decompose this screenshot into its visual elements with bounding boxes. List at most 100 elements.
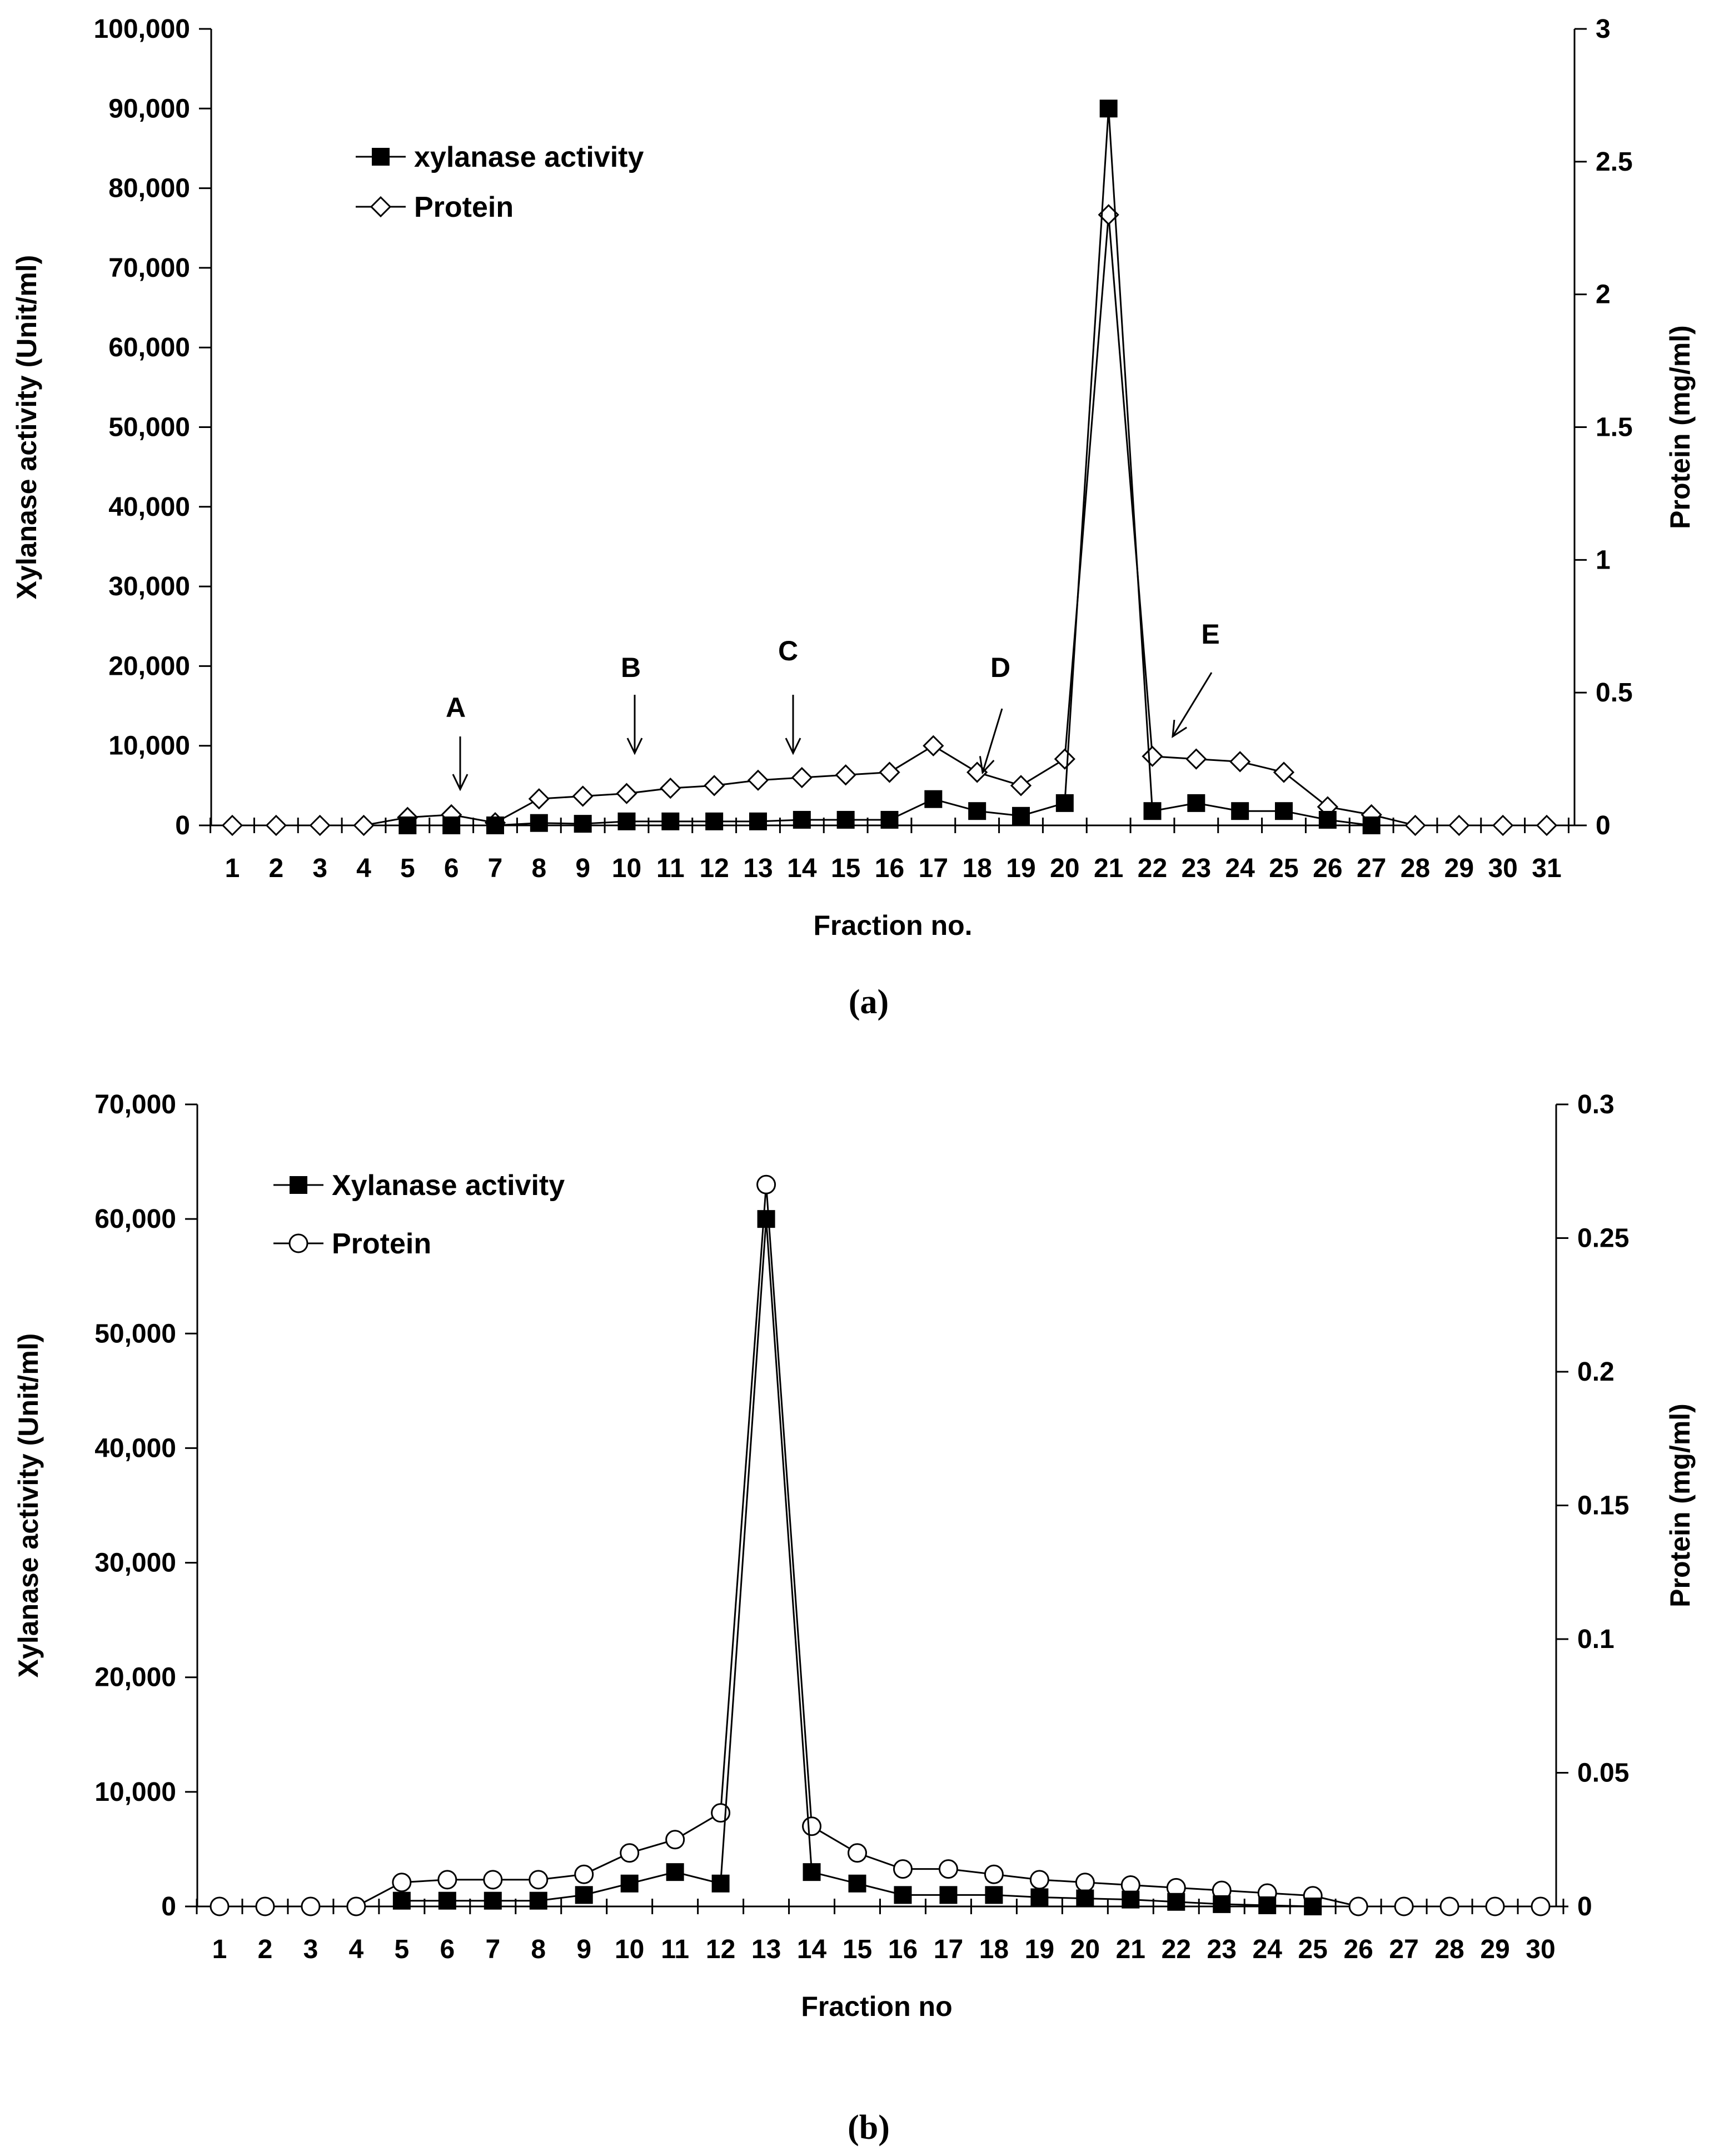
chart-b-x-tick-label: 10 xyxy=(615,1935,644,1964)
chart-a-point-xylanase xyxy=(749,812,767,830)
chart-a-x-tick-label: 21 xyxy=(1094,854,1123,883)
chart-a-annotation-arrowhead-d xyxy=(979,756,995,775)
caption-b: (b) xyxy=(848,2109,890,2147)
chart-b-point-protein xyxy=(437,1870,457,1890)
chart-a-x-tick-label: 2 xyxy=(268,854,283,883)
chart-a-point-protein xyxy=(572,785,594,807)
chart-a-y-tick-label: 100,000 xyxy=(93,14,190,44)
chart-b-point-protein xyxy=(392,1873,412,1893)
chart-a-point-xylanase xyxy=(793,810,811,829)
chart-a-x-tick-label: 25 xyxy=(1269,854,1298,883)
chart-b-x-tick-label: 5 xyxy=(395,1935,410,1964)
chart-a-x-tick-label: 14 xyxy=(787,854,817,883)
chart-b-series-line-xylanase xyxy=(401,1219,1313,1908)
chart-a-x-tick-label: 13 xyxy=(743,854,773,883)
chart-a-annotation-arrowhead-c xyxy=(785,738,801,755)
chart-b-x-tick-label: 3 xyxy=(303,1935,318,1964)
chart-a-legend-label: Protein xyxy=(414,191,514,223)
chart-b-y2-tick-label: 0.2 xyxy=(1577,1357,1615,1387)
chart-a-x-tick-label: 10 xyxy=(612,854,641,883)
chart-a-y-tick-label: 90,000 xyxy=(108,94,190,123)
chart-b-point-xylanase xyxy=(438,1891,456,1910)
chart-b-x-tick-label: 4 xyxy=(349,1935,364,1964)
chart-b-point-protein xyxy=(802,1816,822,1836)
chart-a-y2-tick-label: 2 xyxy=(1596,280,1611,310)
chart-a-annotation-label-b: B xyxy=(621,652,641,683)
chart-b-point-xylanase xyxy=(848,1874,866,1893)
chart-b-point-xylanase xyxy=(1030,1888,1049,1906)
chart-a-y-tick-label: 50,000 xyxy=(108,413,190,442)
chart-b-y-tick-label: 20,000 xyxy=(94,1663,176,1692)
chart-a-x-tick-label: 7 xyxy=(488,854,503,883)
chart-b-point-protein xyxy=(756,1174,776,1194)
chart-a-series-line-xylanase xyxy=(407,108,1372,826)
chart-b-x-tick-label: 11 xyxy=(661,1935,689,1964)
chart-b-x-tick-label: 26 xyxy=(1343,1935,1373,1964)
chart-b-x-tick-label: 25 xyxy=(1298,1935,1327,1964)
chart-a-annotation-arrow-d xyxy=(981,708,1003,773)
chart-a-point-protein xyxy=(1448,814,1470,836)
chart-b-point-protein xyxy=(893,1859,913,1879)
chart-b-point-xylanase xyxy=(666,1863,684,1881)
chart-b-y-tick-label: 40,000 xyxy=(94,1433,176,1463)
chart-b-point-protein xyxy=(1531,1896,1551,1916)
chart-a-annotation-arrowhead-a xyxy=(452,774,469,791)
chart-a-y-tick-label: 10,000 xyxy=(108,731,190,761)
chart-a-point-protein xyxy=(1010,775,1032,796)
chart-b-series-line-protein xyxy=(220,1184,1541,1908)
chart-b-x-tick-label: 14 xyxy=(797,1935,827,1964)
chart-a-x-tick-label: 20 xyxy=(1050,854,1079,883)
chart-a-point-protein xyxy=(265,814,287,836)
chart-b-point-xylanase xyxy=(620,1874,639,1893)
chart-b-point-xylanase xyxy=(939,1886,958,1904)
chart-a-x-tick-label: 16 xyxy=(875,854,904,883)
chart-b-point-protein xyxy=(483,1870,503,1890)
chart-a-y2-tick-label: 3 xyxy=(1596,14,1611,44)
chart-b-x-tick-label: 16 xyxy=(888,1935,918,1964)
chart-a-x-tick-label: 26 xyxy=(1313,854,1342,883)
chart-b-x-tick-label: 8 xyxy=(531,1935,546,1964)
chart-b-point-xylanase xyxy=(985,1886,1003,1904)
chart-b-x-tick-label: 2 xyxy=(258,1935,273,1964)
chart-a-point-xylanase xyxy=(1275,802,1293,820)
chart-b-x-tick-label: 13 xyxy=(751,1935,781,1964)
chart-b-x-tick-label: 18 xyxy=(979,1935,1009,1964)
chart-a-x-tick-label: 18 xyxy=(962,854,991,883)
chart-a-point-xylanase xyxy=(836,810,855,829)
chart-b-point-xylanase xyxy=(1167,1893,1185,1911)
chart-a-point-xylanase xyxy=(530,814,548,832)
chart-a-x-tick-label: 30 xyxy=(1488,854,1517,883)
chart-a-legend-marker xyxy=(372,148,390,166)
chart-a-point-xylanase xyxy=(705,812,724,830)
chart-b-y-tick-label: 10,000 xyxy=(94,1777,176,1807)
chart-a-y2-tick-label: 1 xyxy=(1596,545,1611,575)
chart-b-point-xylanase xyxy=(1304,1898,1322,1915)
chart-a-point-xylanase xyxy=(486,816,504,834)
chart-b-x-tick-label: 7 xyxy=(485,1935,500,1964)
chart-a-y-tick-label: 20,000 xyxy=(108,651,190,681)
chart-b-x-tick-label: 22 xyxy=(1162,1935,1191,1964)
chart-a-y-tick-label: 40,000 xyxy=(108,492,190,522)
chart-a-point-protein xyxy=(923,735,944,756)
chart-a-x-tick-label: 17 xyxy=(919,854,948,883)
chart-b-y-tick-label: 50,000 xyxy=(94,1319,176,1348)
chart-b-y2-tick-label: 0.3 xyxy=(1577,1090,1615,1119)
caption-a: (a) xyxy=(849,983,889,1021)
chart-b-point-protein xyxy=(984,1864,1004,1884)
chart-a-point-xylanase xyxy=(1362,816,1381,834)
chart-a-x-tick-label: 15 xyxy=(831,854,860,883)
chart-a-x-tick-label: 3 xyxy=(312,854,327,883)
chart-a-annotation-arrowhead-b xyxy=(626,738,643,755)
chart-b-y-axis-title: Xylanase activity (Unit/ml) xyxy=(13,1333,44,1678)
chart-a-y2-tick-label: 0 xyxy=(1596,811,1611,840)
chart-b-point-protein xyxy=(848,1843,868,1863)
chart-a-point-protein xyxy=(1273,761,1295,783)
chart-b-y2-tick-label: 0.05 xyxy=(1577,1759,1629,1788)
chart-b-point-protein xyxy=(711,1803,731,1823)
chart-b-x-tick-label: 21 xyxy=(1116,1935,1145,1964)
chart-b-point-protein xyxy=(301,1896,321,1916)
chart-b-point-protein xyxy=(574,1864,594,1884)
chart-a-point-protein xyxy=(1404,814,1426,836)
chart-b-y-tick-label: 0 xyxy=(161,1892,176,1921)
chart-b-point-xylanase xyxy=(1122,1890,1140,1909)
